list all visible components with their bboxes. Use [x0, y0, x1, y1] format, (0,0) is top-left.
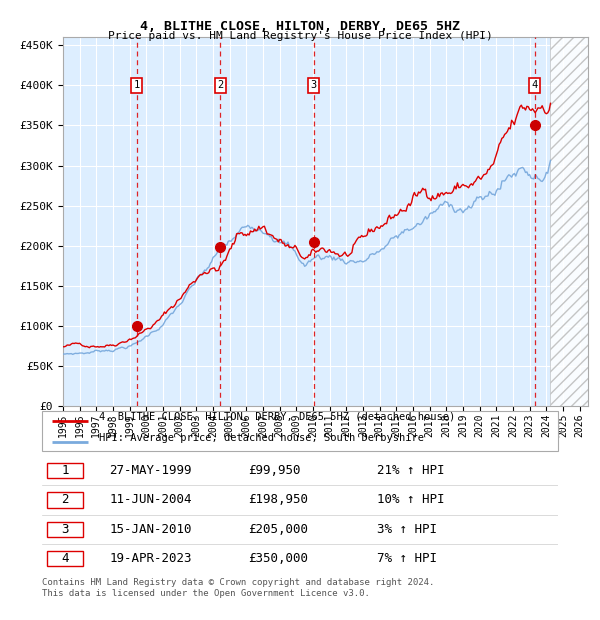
- Text: £205,000: £205,000: [248, 523, 308, 536]
- Text: Contains HM Land Registry data © Crown copyright and database right 2024.: Contains HM Land Registry data © Crown c…: [42, 578, 434, 587]
- Text: 21% ↑ HPI: 21% ↑ HPI: [377, 464, 445, 477]
- Text: HPI: Average price, detached house, South Derbyshire: HPI: Average price, detached house, Sout…: [99, 433, 424, 443]
- Text: Price paid vs. HM Land Registry's House Price Index (HPI): Price paid vs. HM Land Registry's House …: [107, 31, 493, 41]
- Text: 3: 3: [61, 523, 69, 536]
- Text: 4, BLITHE CLOSE, HILTON, DERBY, DE65 5HZ (detached house): 4, BLITHE CLOSE, HILTON, DERBY, DE65 5HZ…: [99, 412, 455, 422]
- Text: 2: 2: [61, 494, 69, 507]
- Text: 4, BLITHE CLOSE, HILTON, DERBY, DE65 5HZ: 4, BLITHE CLOSE, HILTON, DERBY, DE65 5HZ: [140, 20, 460, 33]
- FancyBboxPatch shape: [47, 492, 83, 508]
- Text: 27-MAY-1999: 27-MAY-1999: [109, 464, 191, 477]
- Text: 1: 1: [133, 81, 140, 91]
- Text: 1: 1: [61, 464, 69, 477]
- Text: 7% ↑ HPI: 7% ↑ HPI: [377, 552, 437, 565]
- Text: This data is licensed under the Open Government Licence v3.0.: This data is licensed under the Open Gov…: [42, 589, 370, 598]
- Text: £198,950: £198,950: [248, 494, 308, 507]
- Text: 3% ↑ HPI: 3% ↑ HPI: [377, 523, 437, 536]
- Text: 19-APR-2023: 19-APR-2023: [109, 552, 191, 565]
- Text: 15-JAN-2010: 15-JAN-2010: [109, 523, 191, 536]
- Text: 2: 2: [217, 81, 223, 91]
- Text: 10% ↑ HPI: 10% ↑ HPI: [377, 494, 445, 507]
- Text: 4: 4: [61, 552, 69, 565]
- Text: 11-JUN-2004: 11-JUN-2004: [109, 494, 191, 507]
- Text: 3: 3: [311, 81, 317, 91]
- Text: £350,000: £350,000: [248, 552, 308, 565]
- FancyBboxPatch shape: [47, 551, 83, 567]
- Text: 4: 4: [532, 81, 538, 91]
- Text: £99,950: £99,950: [248, 464, 301, 477]
- FancyBboxPatch shape: [47, 521, 83, 537]
- FancyBboxPatch shape: [47, 463, 83, 478]
